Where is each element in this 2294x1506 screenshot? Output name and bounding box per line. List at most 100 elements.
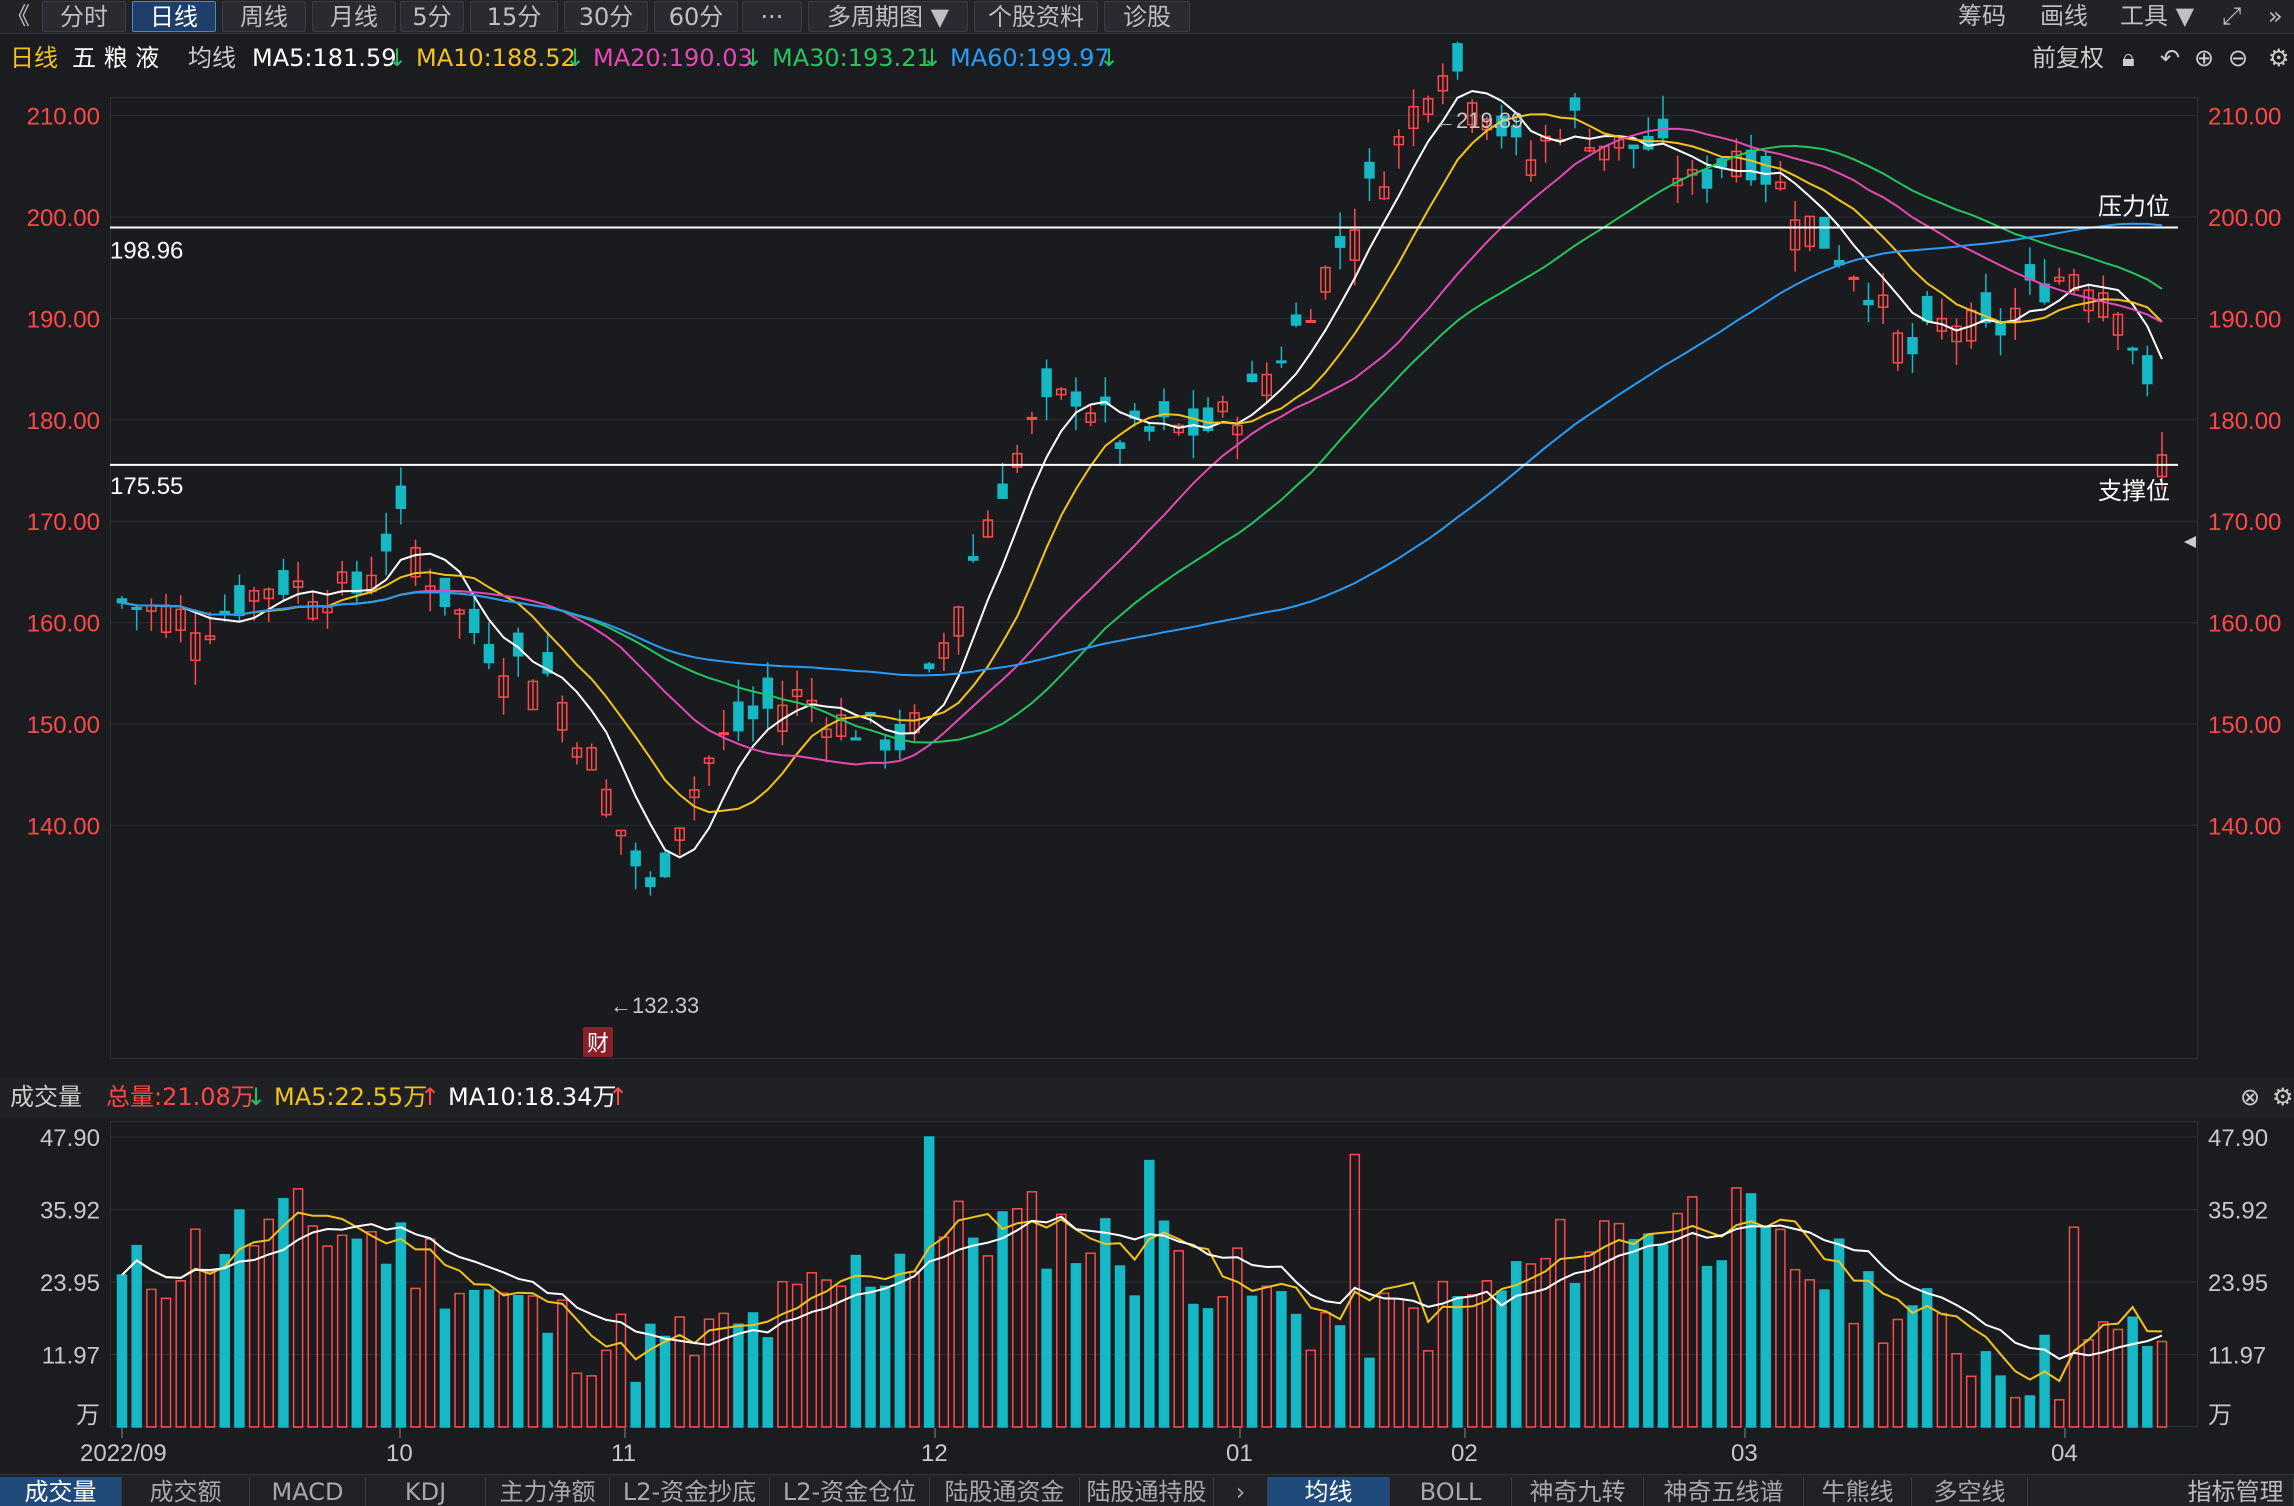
indicator-tab-0[interactable]: 成交量: [0, 1477, 122, 1506]
period-tab-6[interactable]: 30分: [564, 1, 648, 32]
settings-icon[interactable]: ⚙: [2268, 44, 2290, 72]
period-tab-3[interactable]: 月线: [312, 1, 396, 32]
volume-bar-up: [1085, 1252, 1096, 1428]
draw-line-button[interactable]: 画线: [2040, 2, 2088, 30]
volume-bar-down: [380, 1263, 392, 1428]
candle-down: [967, 556, 979, 561]
indicator-tab-9[interactable]: ›: [1214, 1477, 1268, 1506]
support-label: 支撑位: [2098, 477, 2170, 505]
candle-up: [1305, 319, 1317, 323]
volume-bar-down: [894, 1253, 906, 1428]
indicator-tab-10[interactable]: 均线: [1268, 1477, 1390, 1506]
period-tab-7[interactable]: 60分: [654, 1, 738, 32]
volume-title[interactable]: 成交量: [10, 1083, 82, 1111]
volume-bar-up: [1232, 1247, 1243, 1428]
volume-bar-down: [219, 1253, 230, 1428]
period-tab-4[interactable]: 5分: [400, 1, 464, 32]
lock-icon[interactable]: 🔒︎: [2122, 44, 2135, 72]
candle-up: [2054, 276, 2065, 282]
indicator-tab-5[interactable]: L2-资金抄底: [610, 1477, 770, 1506]
volume-bar-down: [659, 1335, 671, 1428]
indicator-tab-4[interactable]: 主力净额: [486, 1477, 610, 1506]
fullscreen-icon[interactable]: ⤢: [2222, 2, 2242, 30]
period-tab-10[interactable]: 个股资料: [974, 1, 1098, 32]
volume-total-arrow-icon: ↓: [246, 1083, 267, 1111]
volume-bar-down: [1643, 1233, 1654, 1428]
volume-settings-icon[interactable]: ⚙: [2272, 1083, 2294, 1111]
candle-down: [1496, 115, 1507, 137]
period-tab-8[interactable]: ···: [742, 1, 802, 32]
price-panel[interactable]: [110, 97, 2198, 1059]
volume-bar-up: [2054, 1399, 2065, 1428]
volume-bar-up: [777, 1280, 788, 1428]
candle-up: [1936, 317, 1948, 332]
indicator-tab-3[interactable]: KDJ: [366, 1477, 486, 1506]
volume-bar-down: [468, 1289, 480, 1428]
resistance-value: 198.96: [110, 238, 183, 265]
volume-bar-down: [234, 1209, 245, 1428]
indicator-tab-7[interactable]: 陆股通资金: [930, 1477, 1080, 1506]
adjust-mode[interactable]: 前复权: [2032, 44, 2104, 72]
volume-bar-up: [806, 1272, 818, 1428]
candle-up: [835, 714, 847, 737]
indicator-tab-12[interactable]: 神奇九转: [1512, 1477, 1644, 1506]
volume-bar-up: [1555, 1218, 1566, 1428]
volume-axis-left-label: 35.92: [40, 1198, 100, 1225]
period-tab-2[interactable]: 周线: [222, 1, 306, 32]
period-tab-11[interactable]: 诊股: [1104, 1, 1190, 32]
volume-axis-right-label: 万: [2208, 1402, 2232, 1429]
indicator-tab-6[interactable]: L2-资金仓位: [770, 1477, 930, 1506]
volume-bar-up: [263, 1218, 275, 1428]
indicator-tab-11[interactable]: BOLL: [1390, 1477, 1512, 1506]
candle-up: [248, 589, 260, 602]
volume-bar-up: [336, 1234, 348, 1428]
volume-bar-down: [762, 1337, 774, 1428]
tools-menu[interactable]: 工具 ▼: [2120, 2, 2195, 30]
low-marker: ←132.33: [610, 993, 699, 1018]
indicator-tab-14[interactable]: 牛熊线: [1804, 1477, 1912, 1506]
resistance-label: 压力位: [2098, 193, 2170, 221]
volume-bar-up: [1393, 1298, 1405, 1428]
zoom-out-icon[interactable]: ⊖: [2228, 44, 2249, 72]
volume-bar-up: [1305, 1349, 1317, 1428]
volume-bar-up: [1173, 1250, 1184, 1428]
period-tab-1[interactable]: 日线: [132, 1, 216, 32]
collapse-button[interactable]: 《: [6, 2, 30, 30]
volume-bar-down: [1188, 1303, 1199, 1428]
volume-bar-down: [1364, 1357, 1375, 1428]
candle-down: [395, 485, 407, 509]
volume-bar-up: [248, 1245, 260, 1428]
volume-bar-down: [1980, 1351, 1992, 1428]
candle-up: [1408, 105, 1419, 130]
candle-down: [542, 652, 553, 674]
period-tab-5[interactable]: 15分: [470, 1, 558, 32]
volume-bar-up: [1687, 1196, 1698, 1428]
period-tab-0[interactable]: 分时: [42, 1, 126, 32]
indicator-tab-8[interactable]: 陆股通持股: [1080, 1477, 1214, 1506]
indicator-tab-15[interactable]: 多空线: [1912, 1477, 2028, 1506]
candle-down: [630, 850, 641, 867]
expand-icon[interactable]: »: [2268, 2, 2283, 30]
indicator-tab-13[interactable]: 神奇五线谱: [1644, 1477, 1804, 1506]
indicator-tab-1[interactable]: 成交额: [122, 1477, 250, 1506]
price-axis-right-label: 180.00: [2208, 408, 2281, 435]
volume-bar-down: [351, 1238, 363, 1428]
candle-up: [1393, 136, 1405, 146]
candle-down: [1628, 144, 1639, 150]
indicator-tab-2[interactable]: MACD: [250, 1477, 366, 1506]
ma-label[interactable]: 均线: [188, 44, 236, 72]
candle-down: [1745, 149, 1757, 181]
ma30-value: MA30:193.21: [772, 44, 932, 72]
undo-icon[interactable]: ↶: [2160, 44, 2181, 72]
chips-button[interactable]: 筹码: [1958, 2, 2006, 30]
period-tab-9[interactable]: 多周期图 ▼: [808, 1, 968, 32]
volume-bar-up: [1613, 1222, 1625, 1428]
indicator-manage-button[interactable]: 指标管理: [2178, 1477, 2294, 1506]
close-volume-icon[interactable]: ⊗: [2240, 1083, 2261, 1111]
candle-up: [557, 701, 568, 731]
zoom-in-icon[interactable]: ⊕: [2194, 44, 2215, 72]
candle-down: [1114, 442, 1126, 449]
volume-bar-up: [1936, 1312, 1948, 1428]
volume-bar-up: [1012, 1208, 1023, 1428]
